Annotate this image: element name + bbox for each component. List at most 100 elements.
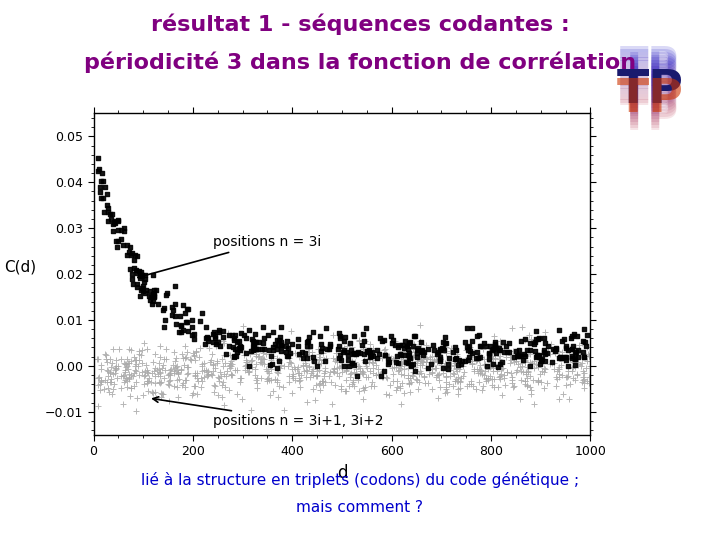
Point [397,355,408,363]
Point [577,367,588,375]
Point [395,400,407,408]
Point [552,375,563,383]
Point [396,379,408,387]
Point [274,382,285,390]
Point [580,363,592,372]
Point [267,346,279,354]
Point [469,364,480,373]
Point [382,360,394,369]
Point [577,378,588,387]
Point [536,352,547,361]
Point [555,354,567,362]
Point [128,264,140,273]
Point [510,356,522,365]
Point [329,356,341,365]
Point [387,369,399,378]
Point [125,251,137,260]
Point [451,355,462,363]
Point [256,374,267,382]
Point [302,345,314,353]
Point [264,361,276,369]
Point [495,369,507,378]
Point [317,342,328,350]
Point [432,347,444,356]
Point [400,359,411,368]
Point [202,369,214,378]
Point [564,346,575,355]
Point [482,375,493,384]
Point [552,364,564,373]
Point [445,357,456,366]
Point [424,354,436,363]
Point [434,354,446,363]
Point [452,377,464,386]
Point [123,370,135,379]
Point [112,226,123,234]
Point [153,359,164,367]
Point [297,361,308,369]
Point [353,347,364,356]
Point [331,356,343,364]
Point [123,345,135,353]
Point [499,348,510,357]
Point [187,348,199,357]
Point [379,366,390,375]
Point [101,358,112,367]
Point [201,366,212,374]
Point [450,346,462,355]
Point [276,342,287,350]
Point [554,363,565,372]
Point [334,334,346,343]
Point [585,356,596,365]
Point [235,374,246,383]
Point [148,292,160,300]
Point [382,374,393,382]
Point [271,335,283,344]
Point [196,362,207,371]
Point [356,367,368,375]
Point [408,342,419,350]
Point [118,224,130,232]
Point [253,352,264,360]
Point [217,400,229,409]
Point [312,366,323,375]
Point [266,360,277,368]
Point [252,345,264,353]
Point [552,347,564,355]
Point [571,370,582,379]
Point [530,353,541,361]
Point [562,346,573,355]
Point [248,336,259,345]
Point [249,338,261,347]
Point [479,360,490,368]
Text: TP: TP [620,47,680,89]
Point [106,389,117,398]
Point [582,352,594,361]
Point [434,353,446,361]
Point [492,382,504,391]
Point [117,400,129,409]
Point [410,375,421,384]
Point [375,372,387,380]
Point [572,357,584,366]
Point [480,375,492,383]
Point [376,367,387,376]
Point [244,349,256,358]
Point [476,366,487,374]
Point [213,325,225,334]
Point [341,367,352,375]
Point [130,406,142,415]
Point [150,349,161,358]
Point [330,354,342,363]
Point [332,345,343,353]
Point [392,367,403,375]
Point [474,341,485,350]
Point [92,402,104,410]
Point [463,341,474,350]
Point [261,350,272,359]
Point [130,356,141,364]
Point [284,348,295,357]
Point [96,377,107,386]
Point [273,341,284,349]
Point [474,361,485,369]
